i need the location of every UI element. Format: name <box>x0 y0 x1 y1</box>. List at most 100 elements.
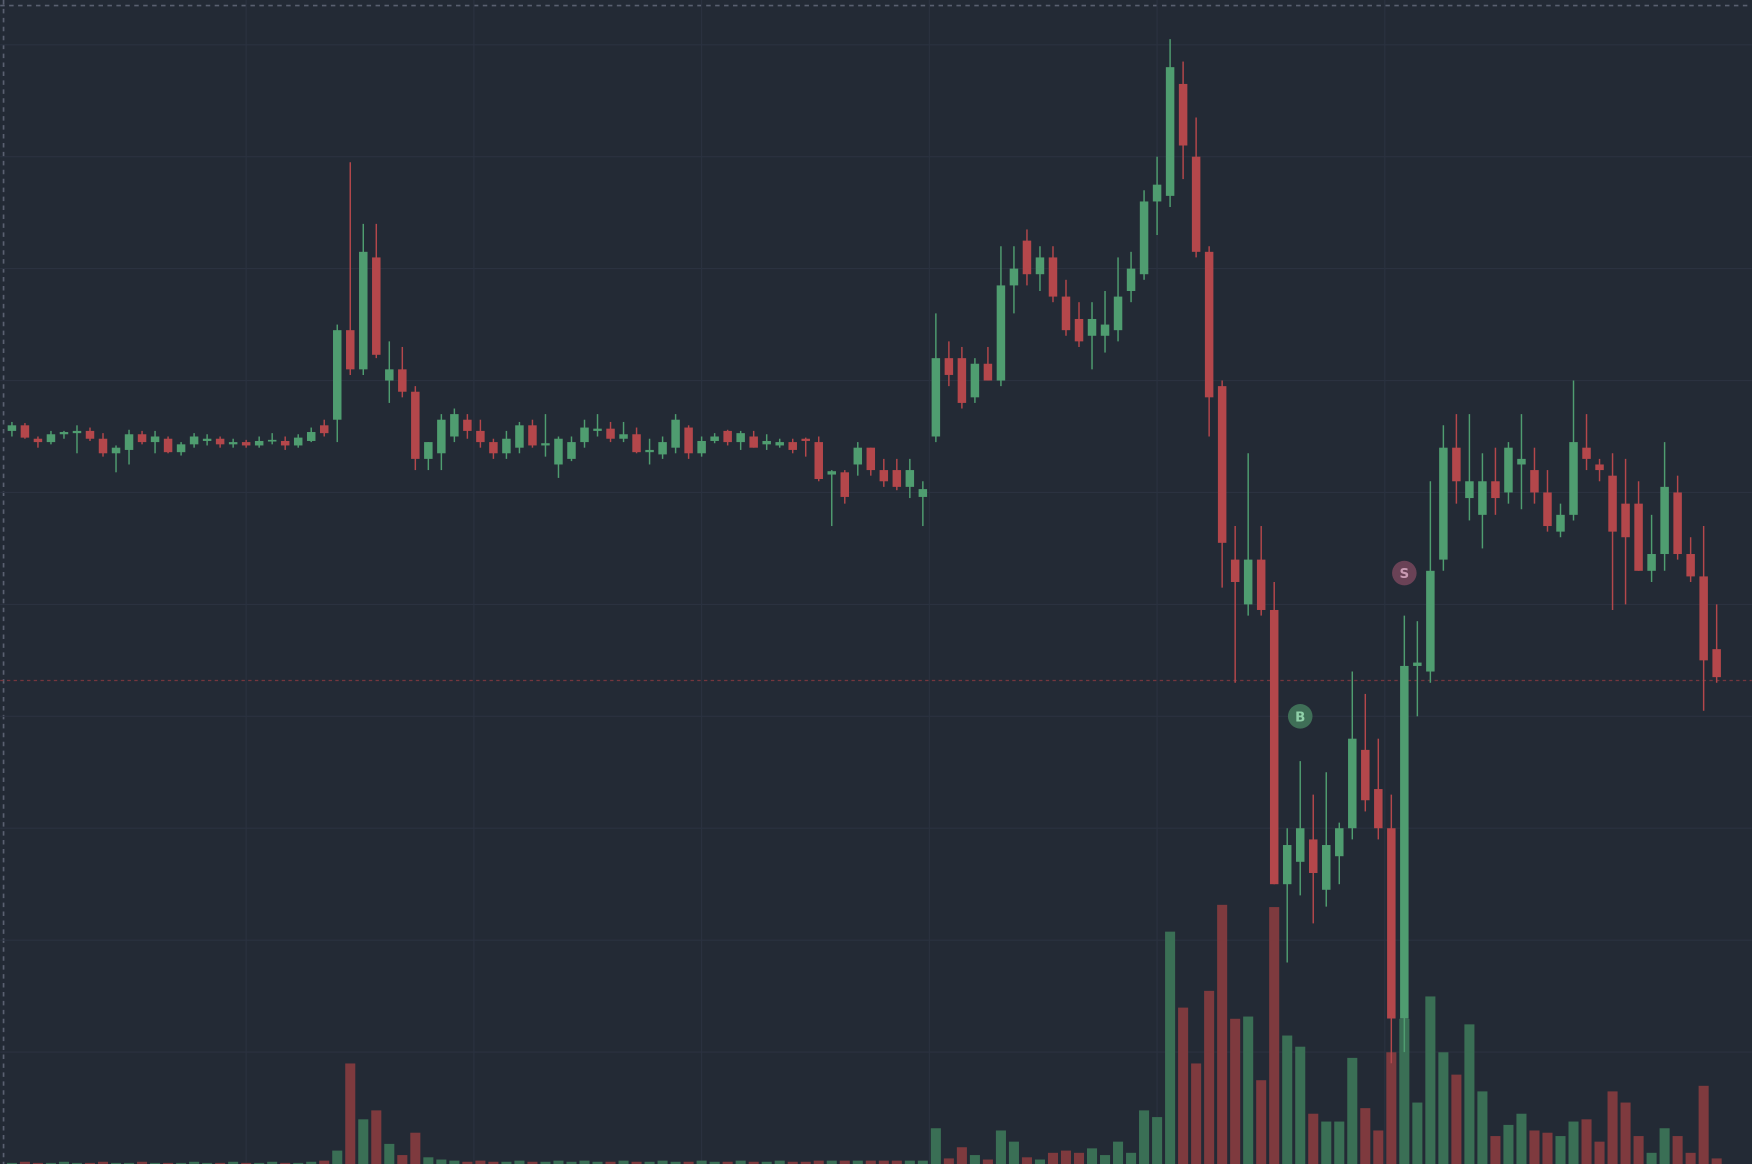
candle-body <box>1647 554 1656 571</box>
trade-marker-label: S <box>1400 567 1410 582</box>
volume-bar <box>540 1161 551 1164</box>
volume-bar <box>800 1161 811 1164</box>
volume-bar <box>1516 1113 1527 1164</box>
volume-bar <box>683 1161 694 1164</box>
candle-body <box>645 449 654 453</box>
volume-bar <box>514 1160 525 1164</box>
volume-bar <box>1607 1091 1618 1164</box>
candle-body <box>176 444 186 453</box>
candle-body <box>970 363 980 398</box>
candle-body <box>931 358 941 437</box>
candle-body <box>137 434 147 443</box>
volume-bar <box>267 1161 278 1164</box>
candle-body <box>671 419 680 448</box>
volume-bar <box>202 1162 213 1164</box>
candle-body <box>1634 503 1643 571</box>
candle-body <box>957 358 967 403</box>
volume-bar <box>1438 1052 1449 1164</box>
volume-bar <box>904 1160 915 1164</box>
candle-body <box>1426 570 1435 672</box>
candle-body <box>1439 447 1448 560</box>
volume-bar <box>1204 990 1215 1164</box>
candle-body <box>359 251 368 370</box>
candle-body <box>1361 749 1370 801</box>
volume-bar <box>1698 1085 1709 1164</box>
volume-bar <box>1047 1152 1059 1164</box>
volume-bar <box>865 1160 876 1164</box>
candle-body <box>593 428 602 431</box>
volume-bar <box>1490 1136 1501 1164</box>
volume-bar <box>137 1161 148 1164</box>
candle-body <box>1517 458 1526 465</box>
volume-bar <box>1034 1159 1045 1164</box>
volume-bar <box>332 1150 343 1164</box>
volume-bar <box>241 1162 252 1164</box>
candle-body <box>1569 442 1578 515</box>
candle-body <box>7 425 17 431</box>
volume-bar <box>618 1160 629 1164</box>
volume-bar <box>1334 1121 1345 1164</box>
volume-bar <box>878 1160 889 1164</box>
volume-bar <box>748 1161 759 1164</box>
candle-body <box>697 440 706 454</box>
volume-bar <box>1659 1128 1670 1164</box>
candle-body <box>606 428 615 439</box>
candle-body <box>1178 83 1188 146</box>
volume-bar <box>371 1110 382 1164</box>
candle-body <box>1530 470 1539 493</box>
volume-bar <box>735 1160 746 1164</box>
candle-body <box>150 436 160 443</box>
volume-bar <box>1008 1141 1019 1164</box>
volume-bar <box>97 1161 109 1164</box>
volume-bar <box>839 1160 850 1164</box>
volume-bar <box>1386 1052 1397 1164</box>
volume-bar <box>423 1157 434 1164</box>
volume-bar <box>176 1162 187 1164</box>
volume-bar <box>943 1158 954 1164</box>
candle-body <box>1061 296 1071 331</box>
candle-body <box>749 436 758 448</box>
candle-body <box>1113 296 1123 331</box>
volume-bar <box>1152 1117 1163 1164</box>
volume-bar <box>605 1161 616 1164</box>
volume-bar <box>189 1161 200 1164</box>
candle-body <box>1009 268 1019 286</box>
volume-bar <box>852 1160 863 1164</box>
candle-body <box>1348 738 1357 829</box>
candle-body <box>437 419 446 454</box>
candle-body <box>215 438 225 445</box>
volume-bar <box>657 1160 668 1164</box>
candle-body <box>59 432 69 435</box>
volume-bar <box>293 1162 304 1164</box>
volume-bar <box>1126 1152 1137 1164</box>
volume-bar <box>1399 1018 1410 1164</box>
volume-bar <box>982 1159 993 1164</box>
volume-bar <box>319 1160 330 1164</box>
candle-body <box>1504 447 1513 493</box>
volume-bar <box>1373 1130 1384 1164</box>
candle-body <box>1022 240 1032 275</box>
candle-body <box>1452 447 1461 482</box>
candle-body <box>85 430 95 439</box>
candle-body <box>502 438 511 454</box>
candle-body <box>20 425 30 438</box>
candle-body <box>1048 257 1058 297</box>
candle-body <box>723 430 732 443</box>
volume-bar <box>1646 1152 1657 1164</box>
volume-bar <box>553 1160 564 1164</box>
candle-body <box>476 430 485 443</box>
candle-body <box>1295 828 1305 862</box>
candle-body <box>1699 576 1708 661</box>
volume-bar <box>1451 1074 1462 1164</box>
candle-body <box>853 447 863 465</box>
candle-body <box>33 438 43 443</box>
candle-body <box>866 447 876 471</box>
volume-bar <box>930 1128 941 1164</box>
volume-bar <box>1529 1130 1540 1164</box>
volume-bar <box>1165 931 1176 1164</box>
candle-body <box>775 442 784 446</box>
volume-bar <box>449 1160 460 1164</box>
candle-body <box>1374 789 1383 829</box>
